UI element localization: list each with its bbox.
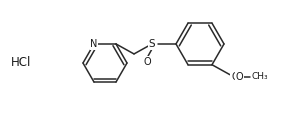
Text: O: O [231, 72, 239, 82]
Text: O: O [236, 72, 244, 82]
Text: O: O [143, 57, 151, 67]
Text: N: N [90, 39, 98, 49]
Text: HCl: HCl [11, 56, 31, 69]
Text: S: S [149, 39, 155, 49]
Text: CH₃: CH₃ [252, 72, 269, 81]
